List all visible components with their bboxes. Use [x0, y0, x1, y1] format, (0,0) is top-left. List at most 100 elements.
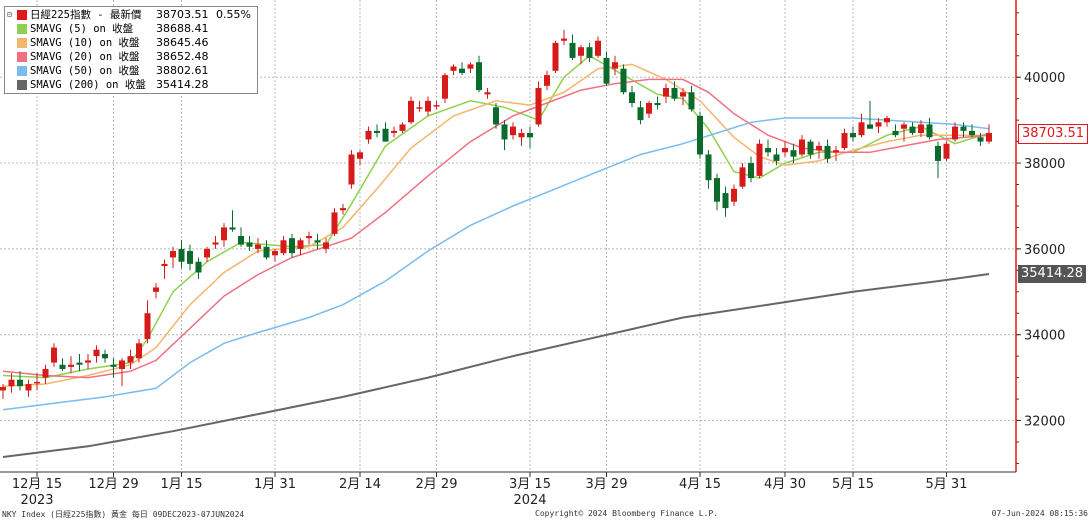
candle-body [42, 369, 49, 378]
candle [527, 126, 533, 149]
candle [867, 100, 873, 129]
legend-label: SMAVG (5) on 收盤 [30, 23, 134, 35]
candle-body [153, 287, 159, 292]
candle [552, 40, 559, 73]
candle-body [510, 126, 516, 136]
candle [17, 371, 23, 391]
legend-label: SMAVG (50) on 收盤 [30, 65, 140, 77]
candle [68, 356, 74, 374]
candle-body [93, 349, 100, 357]
legend-entry: SMAVG (200) on 收盤 35414.28 [7, 78, 251, 92]
candle [841, 128, 848, 151]
candle [272, 248, 278, 262]
candle [221, 223, 227, 247]
candle [144, 300, 151, 344]
candle [816, 141, 822, 159]
legend-label: 日經225指數 - 最新價 [30, 9, 142, 21]
candle [348, 150, 355, 189]
footer-index-info: NKY Index (日經225指數) 黃金 每日 09DEC2023-07JU… [2, 510, 245, 519]
candle-body [238, 236, 244, 245]
candle-body [8, 379, 15, 387]
candle-body [187, 251, 193, 264]
legend-value: 38688.41 [156, 22, 209, 35]
candle [289, 233, 295, 258]
candle-body [561, 38, 567, 41]
legend-entry: SMAVG (20) on 收盤 38652.48 [7, 50, 251, 64]
candle-body [306, 236, 312, 239]
candle-body [170, 251, 176, 258]
candle [790, 143, 797, 164]
candle-body [884, 118, 890, 123]
candle [255, 238, 261, 254]
candle [195, 257, 202, 279]
x-year-label: 2024 [513, 493, 546, 508]
x-year-label: 2023 [20, 493, 53, 508]
candle [722, 186, 729, 217]
legend-change: 0.55% [216, 8, 251, 21]
x-tick-label: 12月 29 [88, 477, 138, 492]
candle [127, 349, 134, 370]
x-tick-label: 3月 15 [509, 477, 551, 492]
candle-body [918, 124, 924, 134]
candle [416, 100, 423, 112]
collapse-toggle-icon[interactable]: ⊟ [7, 10, 12, 19]
candle-body [280, 240, 287, 254]
candle-body [595, 40, 601, 56]
candle [459, 62, 465, 76]
x-tick-label: 5月 15 [832, 477, 874, 492]
candle [204, 246, 210, 262]
candle [263, 240, 270, 260]
sma-line [2, 117, 990, 411]
x-tick-label: 2月 14 [339, 477, 381, 492]
candle-body [748, 163, 754, 179]
legend-entry: SMAVG (50) on 收盤 38802.61 [7, 64, 251, 78]
candle-body [484, 92, 491, 95]
legend-swatch [17, 38, 27, 48]
candle-body [374, 130, 380, 134]
candle-body [731, 188, 737, 202]
candle [544, 70, 550, 91]
candle [501, 120, 508, 151]
candle [314, 233, 321, 249]
legend-value: 38645.46 [156, 36, 209, 49]
candle-body [671, 87, 678, 99]
candle-body [314, 240, 321, 243]
candle-body [255, 244, 261, 249]
candle [93, 345, 100, 363]
candle [357, 150, 363, 166]
chart-legend: ⊟ 日經225指數 - 最新價 38703.51 0.55% SMAVG (5) on … [4, 6, 258, 94]
candle [59, 358, 66, 372]
candle [119, 358, 125, 387]
candle-body [867, 124, 873, 129]
candle [952, 122, 958, 142]
candle [935, 141, 941, 179]
candle-body [612, 62, 618, 69]
candle [25, 379, 32, 397]
x-tick-label: 1月 15 [161, 477, 203, 492]
candle [365, 126, 372, 144]
candle [374, 124, 380, 138]
candle-body [289, 238, 295, 254]
candle-body [178, 248, 185, 262]
candle-body [765, 148, 771, 153]
candle [297, 238, 304, 256]
candle-body [578, 47, 584, 56]
candle-body [935, 145, 941, 161]
y-tick-label: 40000 [1024, 71, 1065, 86]
candle [986, 124, 992, 144]
legend-swatch [17, 80, 27, 90]
candle [909, 122, 916, 136]
candle [807, 139, 814, 159]
candle-body [858, 122, 865, 136]
candle [510, 122, 516, 140]
candle-body [127, 356, 134, 363]
candle-body [136, 343, 142, 359]
candle [748, 156, 754, 183]
candle-body [0, 387, 6, 391]
legend-swatch [17, 24, 27, 34]
candlesticks [0, 30, 992, 400]
candle [331, 208, 338, 236]
candle [671, 81, 678, 101]
candle [391, 126, 397, 138]
candle-body [629, 92, 635, 103]
